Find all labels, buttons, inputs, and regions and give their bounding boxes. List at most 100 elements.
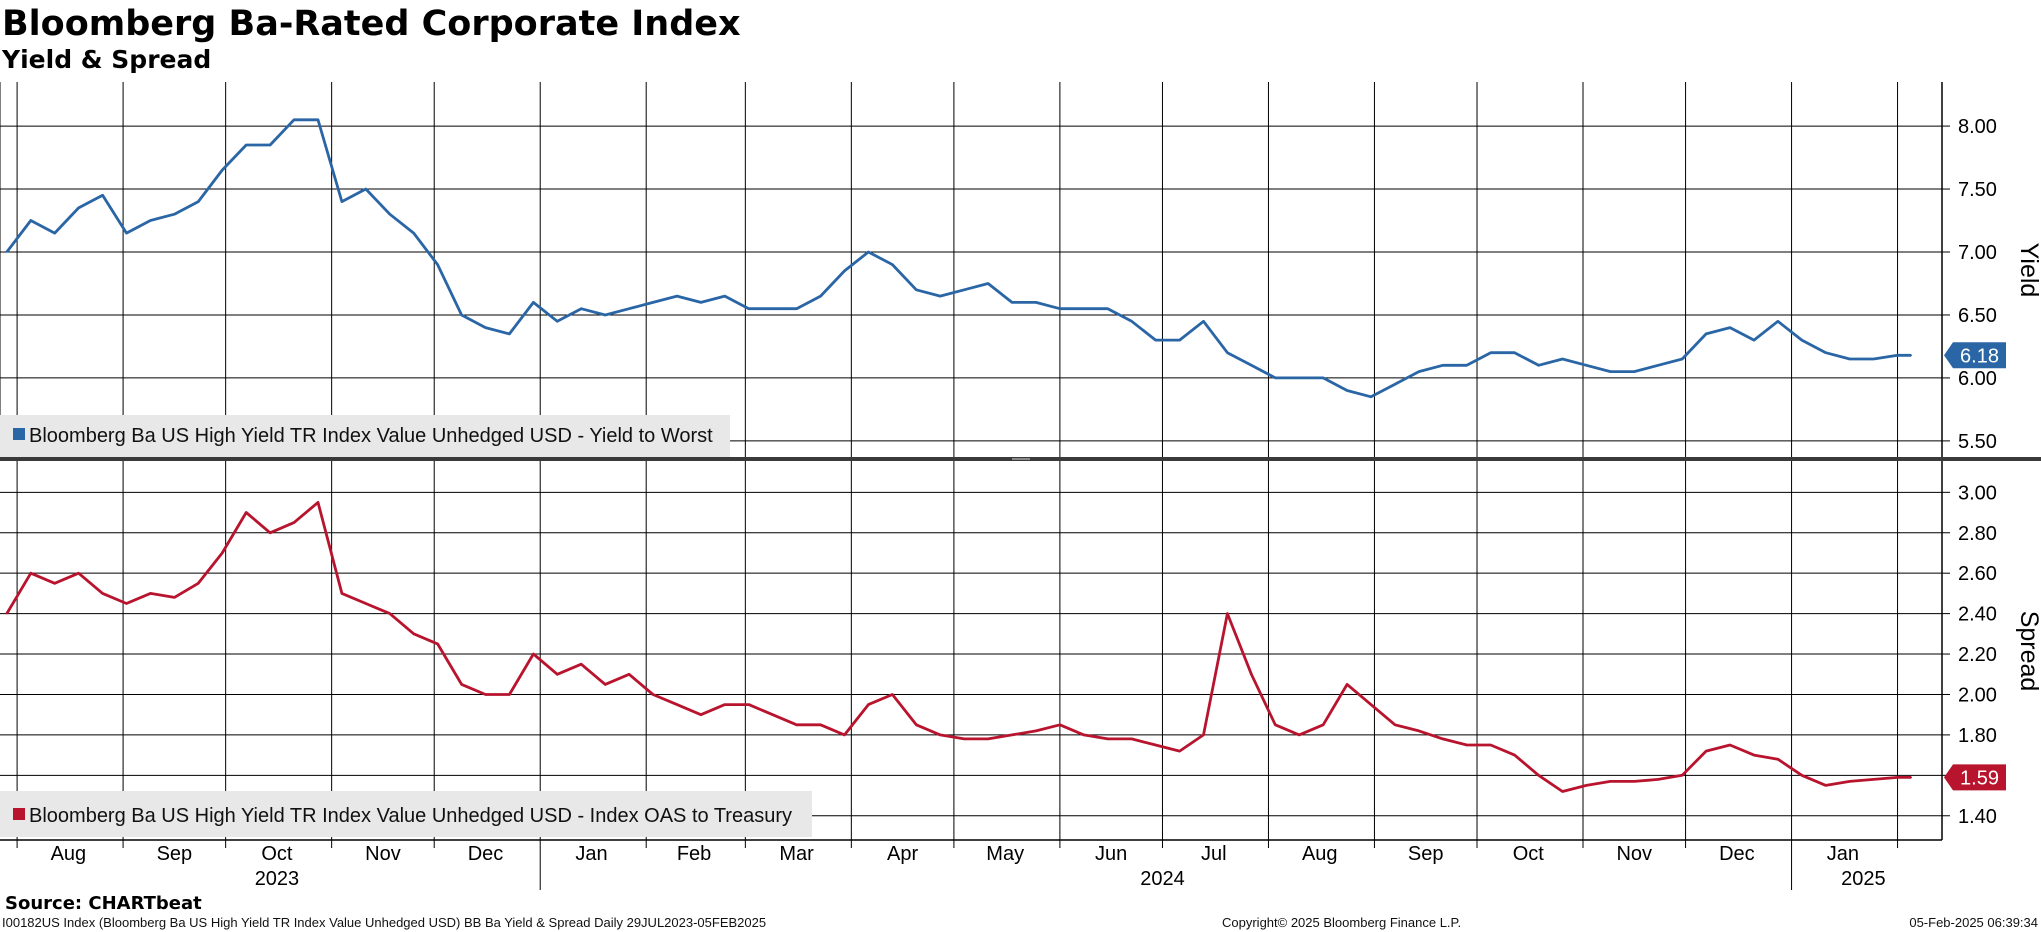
yield-data-point	[1910, 354, 1912, 357]
last-value-label-yield: 6.18	[1960, 345, 1999, 367]
spread-tick-label: 2.80	[1958, 523, 1997, 545]
spread-data-point	[1107, 738, 1109, 740]
yield-data-point	[1753, 339, 1755, 341]
spread-data-point	[891, 693, 894, 696]
yield-data-point	[269, 144, 271, 146]
spread-data-point	[628, 673, 630, 676]
spread-data-point	[1466, 744, 1468, 746]
spread-data-point	[1083, 734, 1085, 736]
yield-tick-label: 5.50	[1958, 431, 1997, 453]
spread-data-point	[293, 521, 295, 524]
spread-data-point	[652, 693, 654, 696]
spread-data-point	[700, 713, 702, 716]
x-month-label: Jun	[1095, 843, 1127, 865]
spread-data-point	[748, 703, 750, 706]
yield-data-point	[101, 194, 104, 197]
spread-data-point	[1729, 744, 1731, 746]
spread-data-point	[1011, 734, 1013, 736]
spread-data-point	[795, 724, 798, 726]
spread-data-point	[771, 713, 774, 716]
spread-data-point	[987, 738, 989, 740]
yield-data-point	[77, 207, 80, 209]
x-month-label: Oct	[1513, 843, 1545, 865]
yield-data-point	[6, 251, 8, 253]
spread-tick-label: 2.60	[1958, 563, 1997, 585]
spread-data-point	[867, 703, 870, 706]
yield-data-point	[1178, 339, 1181, 341]
last-value-badge-spread-shape	[1944, 764, 2006, 791]
spread-data-point	[1801, 774, 1803, 777]
last-value-badge-spread: 1.59	[1944, 764, 2006, 791]
spread-data-point	[819, 724, 822, 726]
yield-tick-label: 7.00	[1958, 242, 1997, 264]
x-month-label: Nov	[365, 843, 401, 865]
y-axis-title-yield: Yield	[2015, 243, 2041, 298]
last-value-badge-yield-shape	[1944, 342, 2006, 369]
yield-data-point	[652, 301, 654, 304]
spread-data-point	[1418, 730, 1420, 732]
spread-data-point	[1585, 784, 1588, 787]
vertical-gridlines	[16, 82, 1899, 890]
legend-label-spread: Bloomberg Ba US High Yield TR Index Valu…	[29, 805, 792, 827]
spread-data-point	[269, 532, 271, 534]
yield-data-point	[1370, 396, 1372, 398]
spread-data-point	[389, 612, 391, 615]
yield-data-point	[1394, 383, 1396, 386]
spread-data-point	[1848, 780, 1851, 783]
x-month-label: May	[986, 843, 1024, 865]
spread-data-point	[460, 683, 463, 686]
yield-data-point	[580, 307, 582, 310]
yield-data-point	[1585, 364, 1588, 367]
yield-data-point	[939, 295, 941, 297]
spread-data-point	[1178, 750, 1181, 752]
spread-tick-label: 2.40	[1958, 604, 1997, 626]
x-month-label: Apr	[887, 843, 918, 865]
source-label: Source: CHARTbeat	[5, 893, 202, 914]
yield-data-point	[771, 307, 774, 310]
x-year-label: 2025	[1841, 868, 1886, 890]
spread-data-point	[173, 596, 176, 599]
spread-data-point	[915, 724, 918, 726]
footer-timestamp: 05-Feb-2025 06:39:34	[1909, 915, 2038, 930]
spread-data-point	[1322, 724, 1324, 726]
spread-data-point	[1609, 780, 1612, 783]
divider-drag-handle[interactable]	[1012, 458, 1030, 460]
yield-data-point	[1729, 326, 1731, 329]
spread-data-point	[125, 602, 128, 605]
spread-data-point	[580, 663, 582, 665]
yield-data-point	[317, 119, 319, 121]
yield-data-point	[1657, 364, 1659, 367]
series-group-yield	[5, 118, 1912, 399]
yield-data-point	[724, 295, 726, 297]
spread-data-point	[1059, 724, 1061, 726]
last-value-badge-yield: 6.18	[1944, 342, 2006, 369]
x-month-label: Mar	[779, 843, 814, 865]
horizontal-gridlines	[0, 125, 1950, 817]
spread-data-point	[317, 501, 319, 504]
yield-data-point	[843, 270, 846, 272]
yield-data-point	[795, 307, 798, 310]
spread-data-point	[1250, 673, 1253, 676]
spread-data-point	[341, 592, 343, 595]
spread-data-point	[843, 734, 846, 736]
yield-data-point	[1107, 307, 1109, 310]
yield-data-point	[867, 251, 870, 253]
spread-data-point	[484, 693, 487, 696]
spread-data-point	[1825, 784, 1827, 787]
yield-data-point	[1777, 320, 1779, 323]
yield-data-point	[1681, 358, 1683, 360]
spread-data-point	[30, 572, 32, 574]
spread-data-point	[436, 643, 439, 645]
yield-data-point	[1896, 354, 1899, 357]
legend-box-spread	[0, 791, 812, 837]
yield-tick-label: 8.00	[1958, 116, 1997, 138]
yield-data-point	[963, 289, 965, 291]
yield-data-point	[1705, 333, 1707, 335]
y-tick-labels: 8.00 7.50 7.00 6.50 6.00 5.50 3.00 2.80 2.60 2.40…	[1958, 116, 1997, 828]
spread-data-point	[245, 511, 247, 514]
yield-data-point	[676, 295, 678, 297]
spread-data-point	[1202, 734, 1205, 736]
yield-tick-label: 7.50	[1958, 179, 1997, 201]
y-axis-title-spread: Spread	[2015, 611, 2041, 692]
x-year-label: 2024	[1140, 868, 1185, 890]
